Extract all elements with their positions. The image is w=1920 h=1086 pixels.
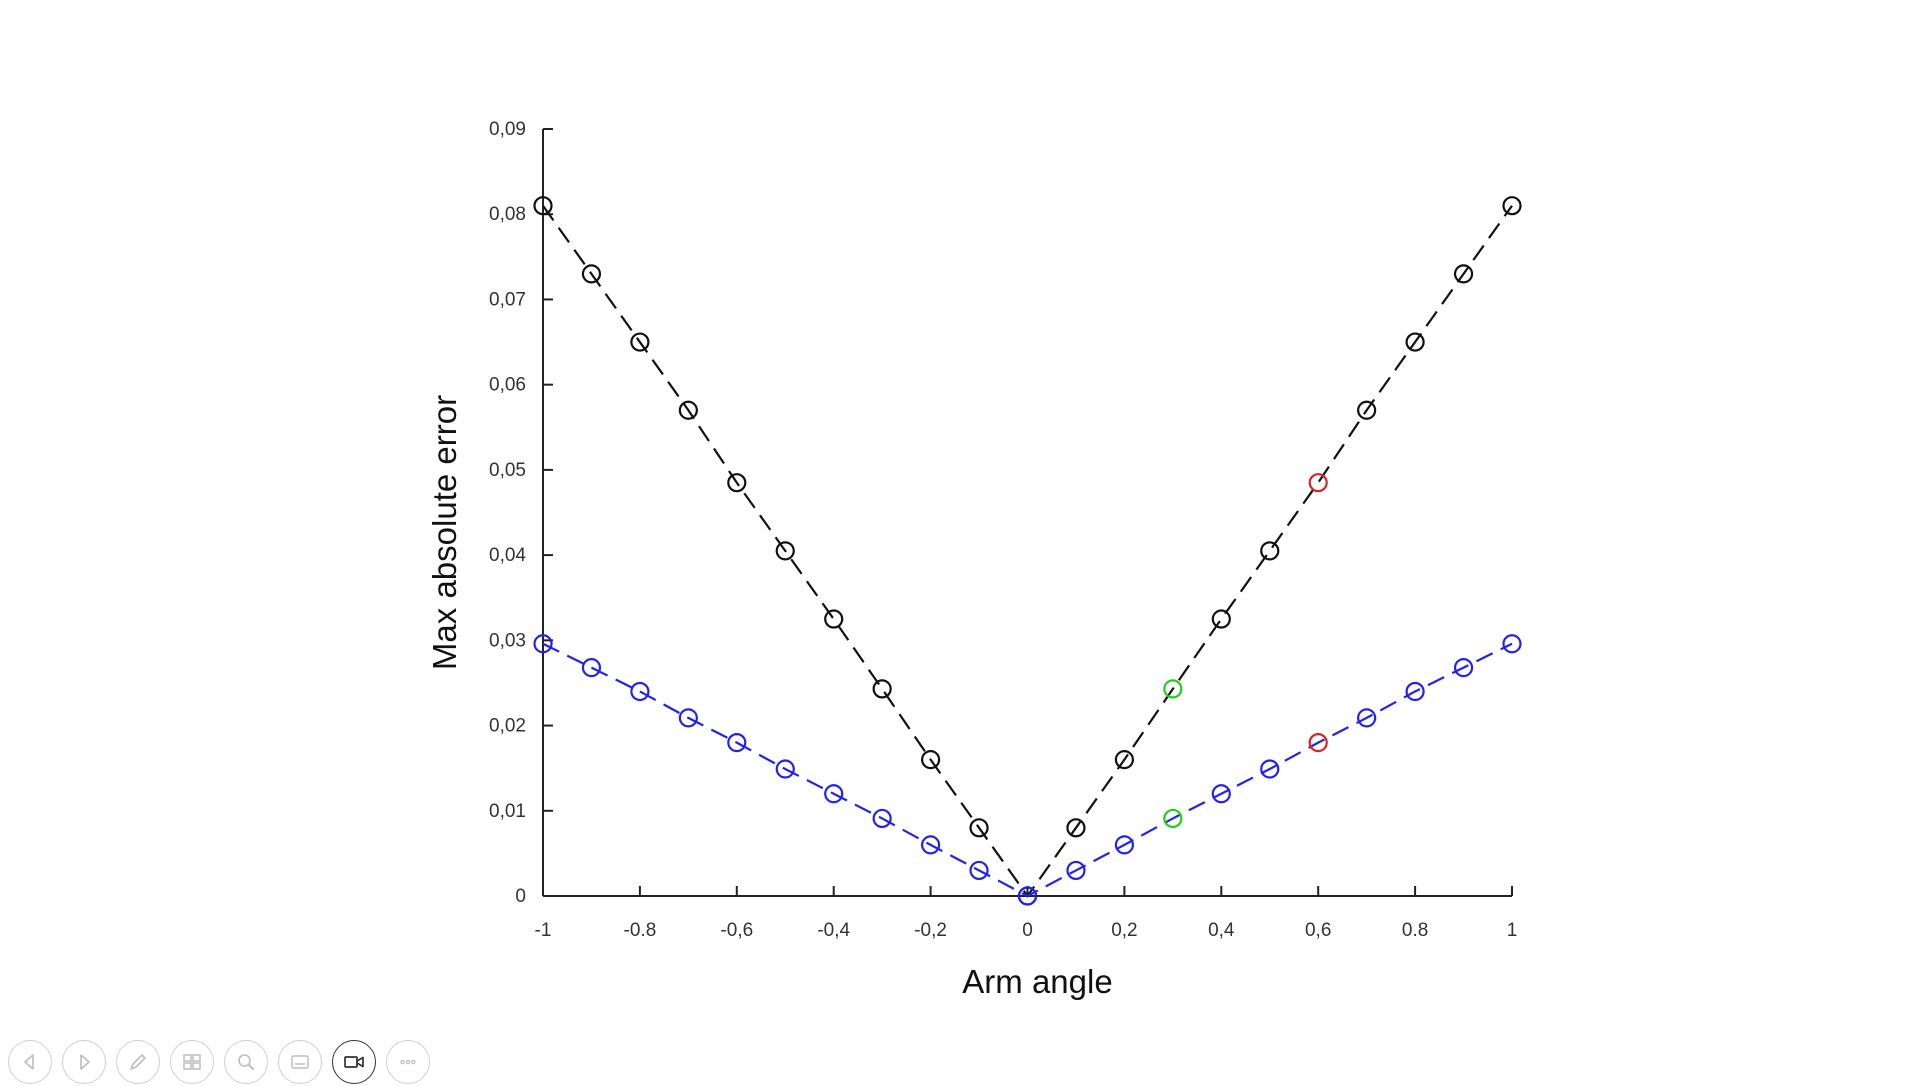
series-1-point (920, 750, 941, 770)
series-2-point (581, 658, 602, 678)
y-tick-label: 0,05 (489, 460, 526, 481)
y-tick-label: 0,04 (489, 545, 526, 566)
series-1-point (1260, 541, 1280, 561)
series-2-point (1308, 732, 1328, 753)
next-icon (80, 1054, 90, 1070)
series-2-point (1357, 708, 1377, 728)
y-tick-label: 0,09 (489, 119, 526, 140)
series-2-point (630, 681, 650, 702)
previous-icon (24, 1054, 34, 1070)
y-axis-title: Max absolute error (426, 395, 463, 670)
series-2-point (1260, 759, 1280, 779)
pen-button[interactable] (116, 1040, 160, 1084)
series-1-point (1357, 400, 1377, 420)
camera-icon (344, 1056, 364, 1068)
x-tick-label: 0,4 (1208, 920, 1235, 941)
subtitles-icon (291, 1055, 309, 1069)
x-tick-label: 0,2 (1111, 920, 1137, 941)
series-2-point (920, 835, 941, 855)
series-2-point (1502, 634, 1522, 654)
series-2-point (533, 634, 553, 654)
series-1-point (630, 332, 650, 352)
series-2-point (1211, 784, 1231, 804)
slideshow-toolbar (8, 1040, 430, 1086)
more-options-button[interactable] (386, 1040, 430, 1084)
series-2-point (1017, 886, 1038, 906)
y-tick-label: 0,07 (489, 289, 526, 310)
x-tick-label: -0,6 (720, 920, 753, 941)
y-tick-label: 0,08 (489, 204, 526, 225)
y-tick-label: 0,03 (489, 630, 526, 651)
series-2-line (542, 642, 1513, 898)
series-1-line (542, 205, 1513, 898)
series-1-point (1308, 473, 1328, 493)
series-1-point (581, 264, 602, 284)
zoom-icon (238, 1054, 255, 1071)
series-2-point (1163, 808, 1183, 829)
series-1-point (969, 818, 989, 838)
more-options-icon (400, 1059, 416, 1065)
y-tick-label: 0,01 (489, 801, 526, 822)
series-1-point (1211, 609, 1231, 629)
series-2-point (1066, 860, 1086, 881)
series-1-point (872, 679, 892, 699)
x-tick-label: -0.8 (624, 920, 657, 941)
series-1-point (824, 609, 844, 629)
series-1-point (775, 541, 795, 561)
series-1-point (1066, 818, 1086, 838)
slides-grid-icon (183, 1054, 201, 1070)
series-1-point (1453, 264, 1474, 284)
see-all-slides-button[interactable] (170, 1040, 214, 1084)
x-tick-label: 0 (1022, 920, 1033, 941)
series-2-point (1114, 835, 1135, 855)
previous-button[interactable] (8, 1040, 52, 1084)
y-tick-label: 0 (515, 886, 526, 907)
x-axis-title: Arm angle (962, 963, 1112, 1000)
x-tick-label: 0,6 (1305, 920, 1331, 941)
series-2-point (678, 708, 698, 728)
series-2-point (727, 732, 747, 753)
series-1-point (1405, 332, 1425, 352)
series-1-point (727, 473, 747, 493)
next-button[interactable] (62, 1040, 106, 1084)
y-tick-label: 0,02 (489, 716, 526, 737)
series-2-point (1453, 658, 1474, 678)
x-tick-label: -0,4 (817, 920, 850, 941)
y-tick-label: 0,06 (489, 375, 526, 396)
series-2-point (775, 759, 795, 779)
series-1-point (1502, 196, 1522, 216)
series-1-point (533, 196, 553, 216)
camera-button[interactable] (332, 1040, 376, 1084)
series-2-point (969, 860, 989, 881)
x-tick-label: -1 (535, 920, 552, 941)
series-1-point (1114, 750, 1135, 770)
series-1-point (678, 400, 698, 420)
pen-icon (130, 1054, 146, 1070)
zoom-button[interactable] (224, 1040, 268, 1084)
x-tick-label: 0.8 (1402, 920, 1428, 941)
x-tick-label: -0,2 (914, 920, 947, 941)
series-2-point (824, 784, 844, 804)
series-2-point (1405, 681, 1425, 702)
x-tick-label: 1 (1507, 920, 1518, 941)
subtitles-button[interactable] (278, 1040, 322, 1084)
series-2-point (872, 808, 892, 829)
series-1-point (1163, 679, 1183, 699)
